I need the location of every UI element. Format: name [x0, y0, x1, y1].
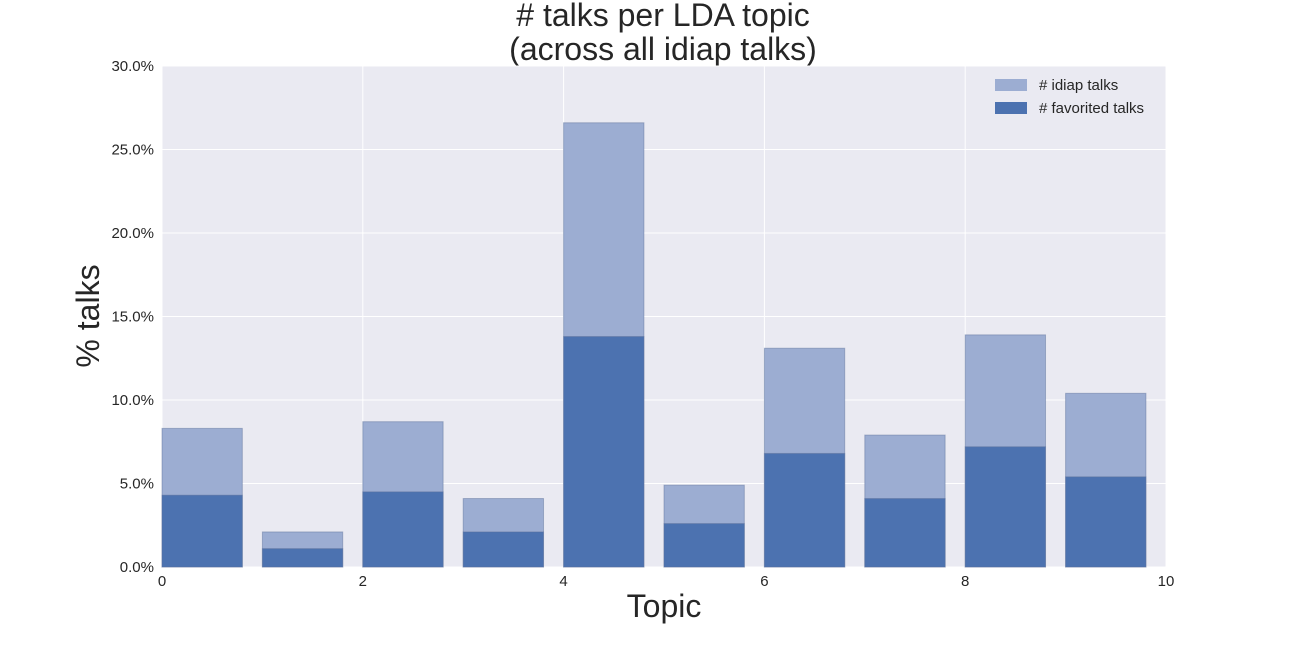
x-tick-label: 2 [359, 573, 367, 590]
bar-series-1-topic-2 [362, 491, 444, 568]
legend-label-0: # idiap talks [1039, 77, 1118, 94]
y-axis-ticks: 0.0% 5.0% 10.0% 15.0% 20.0% 25.0% 30.0% [111, 58, 154, 576]
x-axis-label: Topic [627, 588, 702, 624]
bar-series-1-topic-5 [663, 523, 745, 568]
bars [161, 122, 1147, 568]
bar-series-1-topic-9 [1065, 476, 1147, 568]
bar-series-1-topic-4 [563, 336, 645, 568]
chart-title-line2: (across all idiap talks) [509, 31, 817, 67]
x-tick-label: 4 [559, 573, 567, 590]
y-tick-label: 10.0% [111, 392, 154, 409]
bar-series-1-topic-0 [161, 494, 243, 568]
x-axis-ticks: 0 2 4 6 8 10 [158, 573, 1175, 590]
chart-title-line1: # talks per LDA topic [516, 0, 809, 33]
bar-series-1-topic-3 [462, 531, 545, 568]
bar-series-1-topic-1 [261, 548, 344, 568]
legend-label-1: # favorited talks [1039, 100, 1144, 117]
y-tick-label: 20.0% [111, 225, 154, 242]
legend-swatch-1 [995, 102, 1027, 114]
y-tick-label: 25.0% [111, 142, 154, 159]
legend: # idiap talks # favorited talks [995, 77, 1144, 117]
legend-swatch-0 [995, 79, 1027, 91]
y-tick-label: 30.0% [111, 58, 154, 75]
x-tick-label: 0 [158, 573, 166, 590]
bar-series-1-topic-6 [763, 452, 846, 568]
x-tick-label: 8 [961, 573, 969, 590]
bar-series-1-topic-8 [964, 446, 1047, 568]
y-axis-label: % talks [70, 264, 106, 367]
x-tick-label: 10 [1158, 573, 1175, 590]
x-tick-label: 6 [760, 573, 768, 590]
y-tick-label: 0.0% [120, 559, 154, 576]
bar-series-1-topic-7 [864, 498, 946, 568]
y-tick-label: 5.0% [120, 476, 154, 493]
y-tick-label: 15.0% [111, 309, 154, 326]
